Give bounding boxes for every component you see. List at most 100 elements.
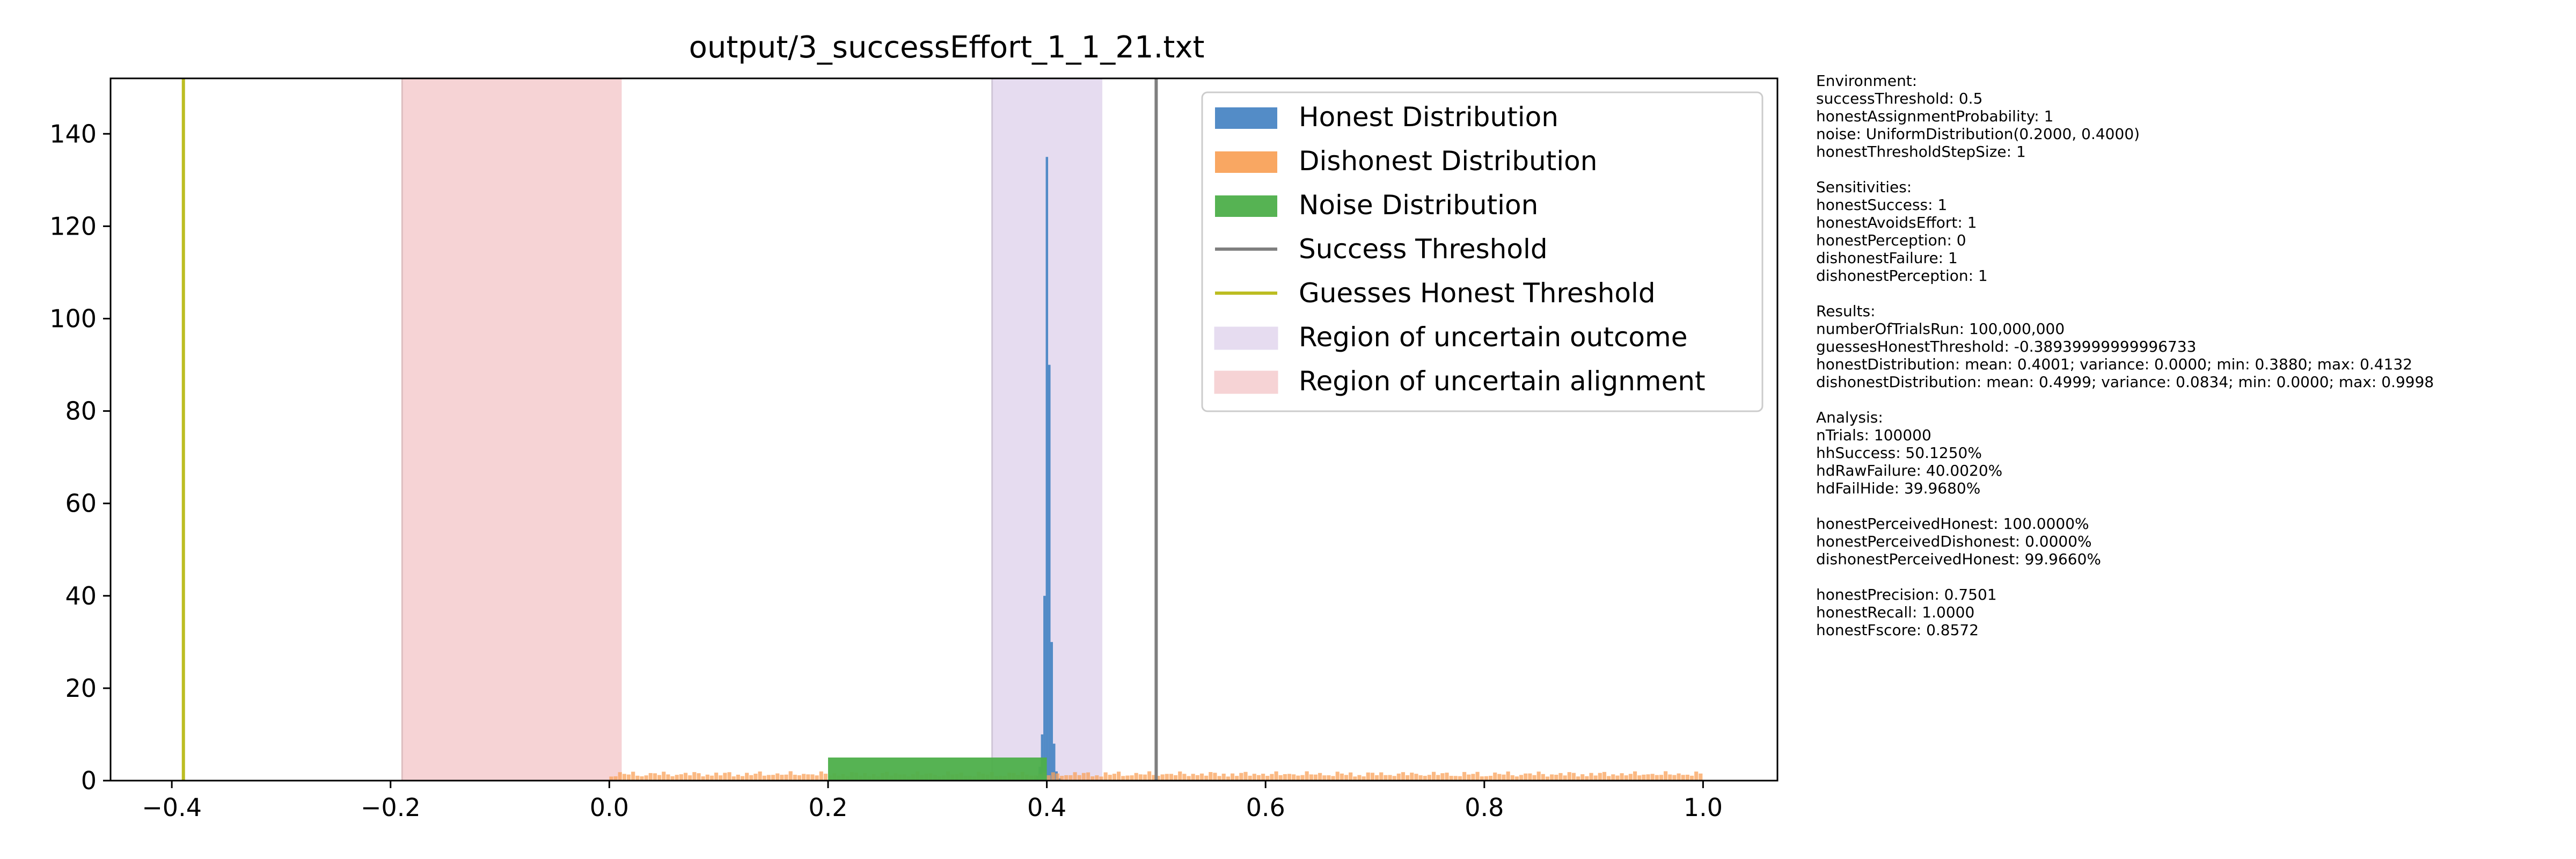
- hist-bar-1-172: [1362, 776, 1366, 781]
- hist-bar-1-157: [1296, 775, 1300, 781]
- hist-bar-1-103: [1060, 776, 1064, 781]
- hist-bar-1-134: [1195, 775, 1199, 781]
- hist-bar-1-112: [1099, 776, 1103, 781]
- x-tick-label: −0.2: [361, 793, 421, 822]
- hist-bar-1-21: [701, 776, 705, 781]
- hist-bar-1-102: [1055, 773, 1060, 781]
- hist-bar-1-170: [1353, 776, 1357, 781]
- hist-bar-1-23: [709, 775, 714, 781]
- hist-bar-1-28: [731, 776, 736, 781]
- hist-bar-1-121: [1138, 774, 1143, 781]
- x-tick-label: 0.6: [1246, 793, 1285, 822]
- hist-bar-1-12: [662, 771, 666, 781]
- info-line: honestFscore: 0.8572: [1816, 621, 1979, 639]
- y-tick-label: 120: [49, 212, 97, 241]
- hist-bar-1-233: [1628, 774, 1633, 781]
- hist-bar-1-138: [1213, 773, 1217, 781]
- info-line: Results:: [1816, 302, 1876, 320]
- x-tick-label: 0.0: [590, 793, 629, 822]
- hist-bar-1-9: [648, 773, 653, 781]
- hist-bar-1-160: [1309, 774, 1313, 781]
- hist-bar-1-145: [1243, 771, 1248, 781]
- hist-bar-1-29: [736, 774, 740, 781]
- info-block: honestPerceivedHonest: 100.0000% honestPe…: [1816, 515, 2567, 568]
- hist-bar-1-130: [1178, 771, 1182, 781]
- hist-bar-1-7: [640, 776, 644, 781]
- hist-bar-1-208: [1519, 775, 1524, 781]
- hist-bar-1-44: [802, 774, 806, 781]
- hist-bar-1-40: [784, 774, 788, 781]
- y-tick-label: 60: [65, 489, 97, 518]
- hist-bar-0-7: [1050, 642, 1053, 781]
- y-tick-label: 100: [49, 304, 97, 333]
- hist-bar-1-31: [745, 773, 749, 781]
- hist-bar-1-106: [1073, 772, 1077, 781]
- hist-bar-1-226: [1598, 773, 1602, 781]
- y-tick-label: 40: [65, 581, 97, 610]
- hist-bar-1-38: [775, 773, 780, 781]
- hist-bar-1-239: [1655, 775, 1659, 781]
- hist-bar-1-173: [1366, 772, 1370, 781]
- legend-box: [1201, 91, 1763, 412]
- hist-bar-1-186: [1423, 776, 1427, 781]
- hist-bar-1-11: [657, 775, 662, 781]
- legend-swatch-0: [1215, 107, 1277, 129]
- hist-bar-1-105: [1069, 775, 1073, 781]
- hist-bar-1-46: [810, 774, 815, 781]
- info-line: hdFailHide: 39.9680%: [1816, 479, 1981, 497]
- info-line: Sensitivities:: [1816, 178, 1912, 196]
- x-tick-label: 0.8: [1465, 793, 1504, 822]
- hist-bar-1-232: [1624, 775, 1628, 781]
- hist-bar-1-164: [1327, 775, 1331, 781]
- info-line: dishonestPerception: 1: [1816, 267, 1988, 285]
- x-tick-label: 1.0: [1684, 793, 1723, 822]
- hist-bar-1-113: [1103, 772, 1108, 781]
- hist-bar-1-136: [1204, 775, 1209, 781]
- hist-bar-1-179: [1392, 776, 1396, 781]
- hist-bar-1-246: [1685, 774, 1689, 781]
- hist-bar-1-41: [788, 771, 793, 781]
- hist-bar-1-17: [683, 773, 688, 781]
- hist-bar-1-211: [1532, 775, 1536, 781]
- hist-bar-1-159: [1305, 771, 1309, 781]
- hist-bar-1-107: [1077, 775, 1081, 781]
- hist-bar-1-193: [1453, 776, 1458, 781]
- hist-bar-1-156: [1292, 774, 1296, 781]
- hist-bar-1-20: [697, 773, 701, 781]
- hist-bar-1-34: [758, 771, 762, 781]
- hist-bar-1-228: [1607, 776, 1611, 781]
- hist-bar-1-161: [1313, 774, 1318, 781]
- legend-swatch-6: [1214, 370, 1278, 394]
- info-block: Sensitivities: honestSuccess: 1 honestAvoi…: [1816, 178, 2567, 285]
- hist-bar-1-144: [1239, 773, 1243, 781]
- hist-bar-1-216: [1554, 775, 1558, 781]
- hist-bar-1-249: [1699, 773, 1703, 781]
- info-line: honestPerceivedDishonest: 0.0000%: [1816, 533, 2092, 550]
- hist-bar-1-209: [1524, 773, 1528, 781]
- hist-bar-1-237: [1646, 774, 1650, 781]
- hist-bar-1-15: [675, 775, 679, 781]
- hist-bar-1-120: [1134, 773, 1138, 781]
- hist-bar-1-167: [1340, 773, 1344, 781]
- info-block: honestPrecision: 0.7501 honestRecall: 1.0…: [1816, 586, 2567, 639]
- info-line: honestThresholdStepSize: 1: [1816, 143, 2026, 161]
- hist-bar-1-39: [780, 775, 784, 781]
- hist-bar-1-126: [1160, 774, 1165, 781]
- y-tick-label: 0: [81, 766, 97, 795]
- hist-bar-1-155: [1287, 774, 1292, 781]
- legend-label: Dishonest Distribution: [1299, 145, 1597, 177]
- hist-bar-1-25: [719, 775, 723, 781]
- legend: Honest Distribution Dishonest Distributio…: [1201, 91, 1763, 412]
- hist-bar-1-147: [1252, 774, 1256, 781]
- hist-bar-1-151: [1270, 774, 1274, 781]
- hist-bar-1-35: [762, 775, 766, 781]
- info-block: Environment: successThreshold: 0.5 honestA…: [1816, 72, 2567, 161]
- hist-bar-0-5: [1045, 157, 1049, 781]
- hist-bar-1-158: [1300, 775, 1305, 781]
- hist-bar-1-176: [1379, 772, 1384, 781]
- hist-bar-1-135: [1199, 773, 1204, 781]
- hist-bar-1-101: [1051, 772, 1055, 781]
- hist-bar-1-242: [1668, 774, 1672, 781]
- hist-bar-1-32: [749, 775, 753, 781]
- hist-bar-1-163: [1322, 775, 1327, 781]
